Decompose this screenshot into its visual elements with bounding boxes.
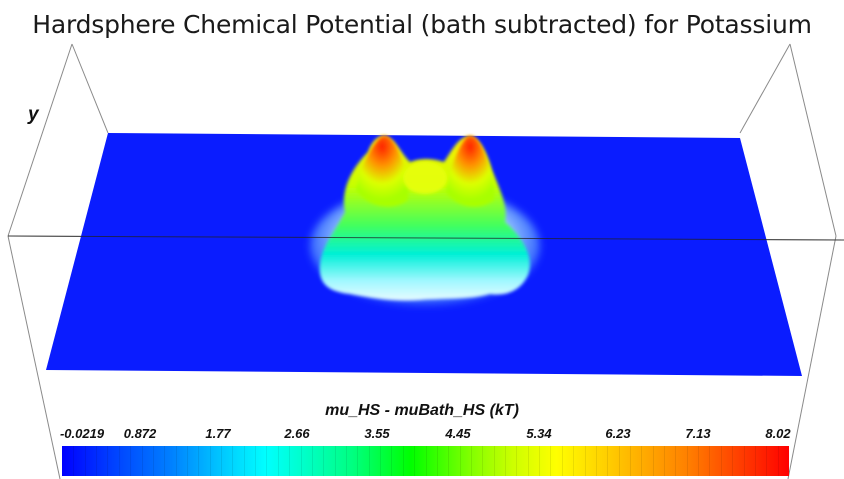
colorbar-step	[437, 446, 438, 476]
colorbar-step	[96, 446, 97, 476]
colorbar-step	[210, 446, 211, 476]
colorbar-step	[573, 446, 574, 476]
colorbar-step	[721, 446, 722, 476]
colorbar-step	[744, 446, 745, 476]
colorbar-step	[675, 446, 676, 476]
colorbar-step	[380, 446, 381, 476]
axis-label-y: y	[28, 104, 39, 125]
colorbar-step	[494, 446, 495, 476]
colorbar-step	[619, 446, 620, 476]
colorbar-step	[426, 446, 427, 476]
colorbar-step	[142, 446, 143, 476]
colorbar-tick-label: 4.45	[445, 426, 471, 441]
colorbar-step	[278, 446, 279, 476]
colorbar-step	[539, 446, 540, 476]
bounding-box-midline	[7, 235, 844, 241]
colorbar-step	[107, 446, 108, 476]
colorbar-step	[232, 446, 233, 476]
colorbar-tick-labels: -0.0219 0.872 1.77 2.66 3.55 4.45 5.34 6…	[0, 426, 844, 444]
colorbar-tick-label: 3.55	[364, 426, 390, 441]
colorbar-step	[323, 446, 324, 476]
colorbar-step	[709, 446, 710, 476]
colorbar-step	[198, 446, 199, 476]
colorbar-step	[596, 446, 597, 476]
colorbar-step	[505, 446, 506, 476]
colorbar-step	[266, 446, 267, 476]
colorbar-step	[414, 446, 415, 476]
colorbar-step	[460, 446, 461, 476]
colorbar-tick-label: 6.23	[605, 426, 631, 441]
colorbar-step	[301, 446, 302, 476]
colorbar-step	[255, 446, 256, 476]
colorbar-tick-label: 0.872	[123, 426, 157, 441]
colorbar-step	[471, 446, 472, 476]
colorbar	[62, 446, 789, 476]
colorbar-step	[187, 446, 188, 476]
colorbar-step	[448, 446, 449, 476]
colorbar-step	[664, 446, 665, 476]
colorbar-step	[766, 446, 767, 476]
colorbar-step	[755, 446, 756, 476]
colorbar-step	[130, 446, 131, 476]
colorbar-step	[176, 446, 177, 476]
colorbar-step	[119, 446, 120, 476]
colorbar-step	[630, 446, 631, 476]
colorbar-step	[550, 446, 551, 476]
colorbar-step	[369, 446, 370, 476]
colorbar-step	[687, 446, 688, 476]
colorbar-step	[585, 446, 586, 476]
colorbar-tick-label: 2.66	[284, 426, 310, 441]
colorbar-step	[289, 446, 290, 476]
colorbar-tick-label: 1.77	[205, 426, 231, 441]
colorbar-step	[164, 446, 165, 476]
colorbar-tick-label: 8.02	[765, 426, 791, 441]
colorbar-step	[391, 446, 392, 476]
colorbar-step	[73, 446, 74, 476]
colorbar-title: mu_HS - muBath_HS (kT)	[325, 402, 519, 419]
colorbar-step	[698, 446, 699, 476]
colorbar-step	[346, 446, 347, 476]
colorbar-step	[562, 446, 563, 476]
colorbar-step	[732, 446, 733, 476]
colorbar-step	[153, 446, 154, 476]
surface-peak	[319, 135, 530, 301]
colorbar-tick-label: 7.13	[685, 426, 711, 441]
colorbar-step	[244, 446, 245, 476]
colorbar-step	[312, 446, 313, 476]
colorbar-step	[403, 446, 404, 476]
colorbar-step	[221, 446, 222, 476]
colorbar-step	[641, 446, 642, 476]
plot-title: Hardsphere Chemical Potential (bath subt…	[32, 10, 812, 39]
colorbar-step	[482, 446, 483, 476]
colorbar-step	[653, 446, 654, 476]
colorbar-step	[85, 446, 86, 476]
colorbar-step	[778, 446, 779, 476]
colorbar-tick-label: -0.0219	[59, 426, 105, 441]
colorbar-step	[335, 446, 336, 476]
colorbar-step	[357, 446, 358, 476]
colorbar-tick-label: 5.34	[526, 426, 552, 441]
colorbar-step	[528, 446, 529, 476]
colorbar-step	[607, 446, 608, 476]
colorbar-step	[516, 446, 517, 476]
